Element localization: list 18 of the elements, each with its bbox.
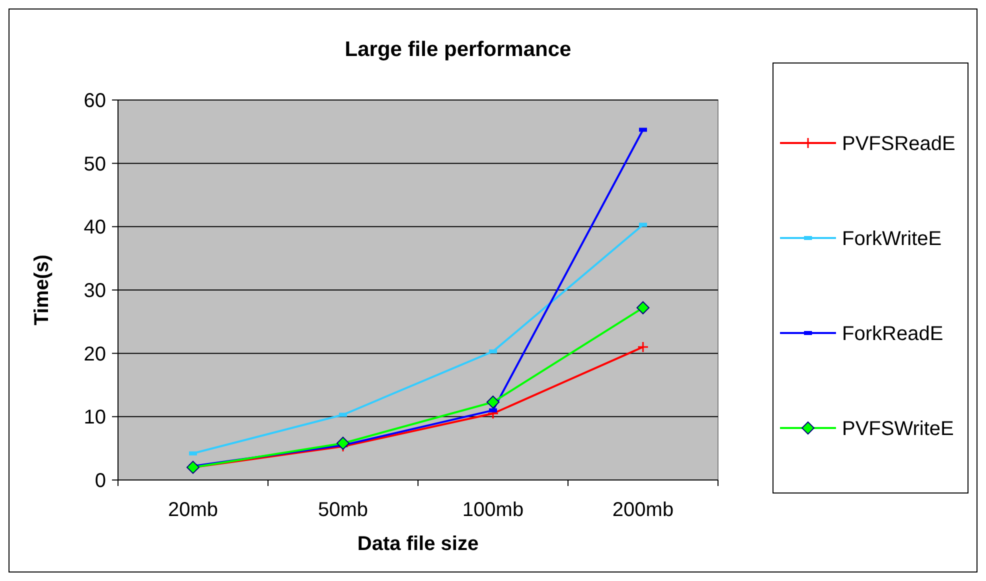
x-tick-label: 200mb — [612, 499, 674, 521]
legend-label: ForkWriteE — [842, 228, 942, 250]
x-tick-label: 100mb — [462, 499, 524, 521]
legend-label: PVFSReadE — [842, 133, 956, 155]
legend-label: ForkReadE — [842, 323, 944, 345]
y-tick-label: 20 — [84, 343, 106, 366]
y-tick-label: 0 — [94, 470, 106, 492]
chart-title: Large file performance — [344, 38, 572, 61]
y-tick-label: 50 — [84, 153, 106, 176]
legend-label: PVFSWriteE — [842, 418, 954, 440]
y-tick-label: 40 — [84, 216, 106, 239]
x-tick-label: 20mb — [168, 499, 218, 521]
y-axis-title: Time(s) — [31, 254, 53, 326]
y-tick-label: 10 — [84, 406, 106, 429]
x-axis-title: Data file size — [357, 533, 479, 555]
y-tick-label: 60 — [84, 90, 106, 112]
x-tick-label: 50mb — [318, 499, 368, 521]
y-tick-label: 30 — [84, 280, 106, 302]
